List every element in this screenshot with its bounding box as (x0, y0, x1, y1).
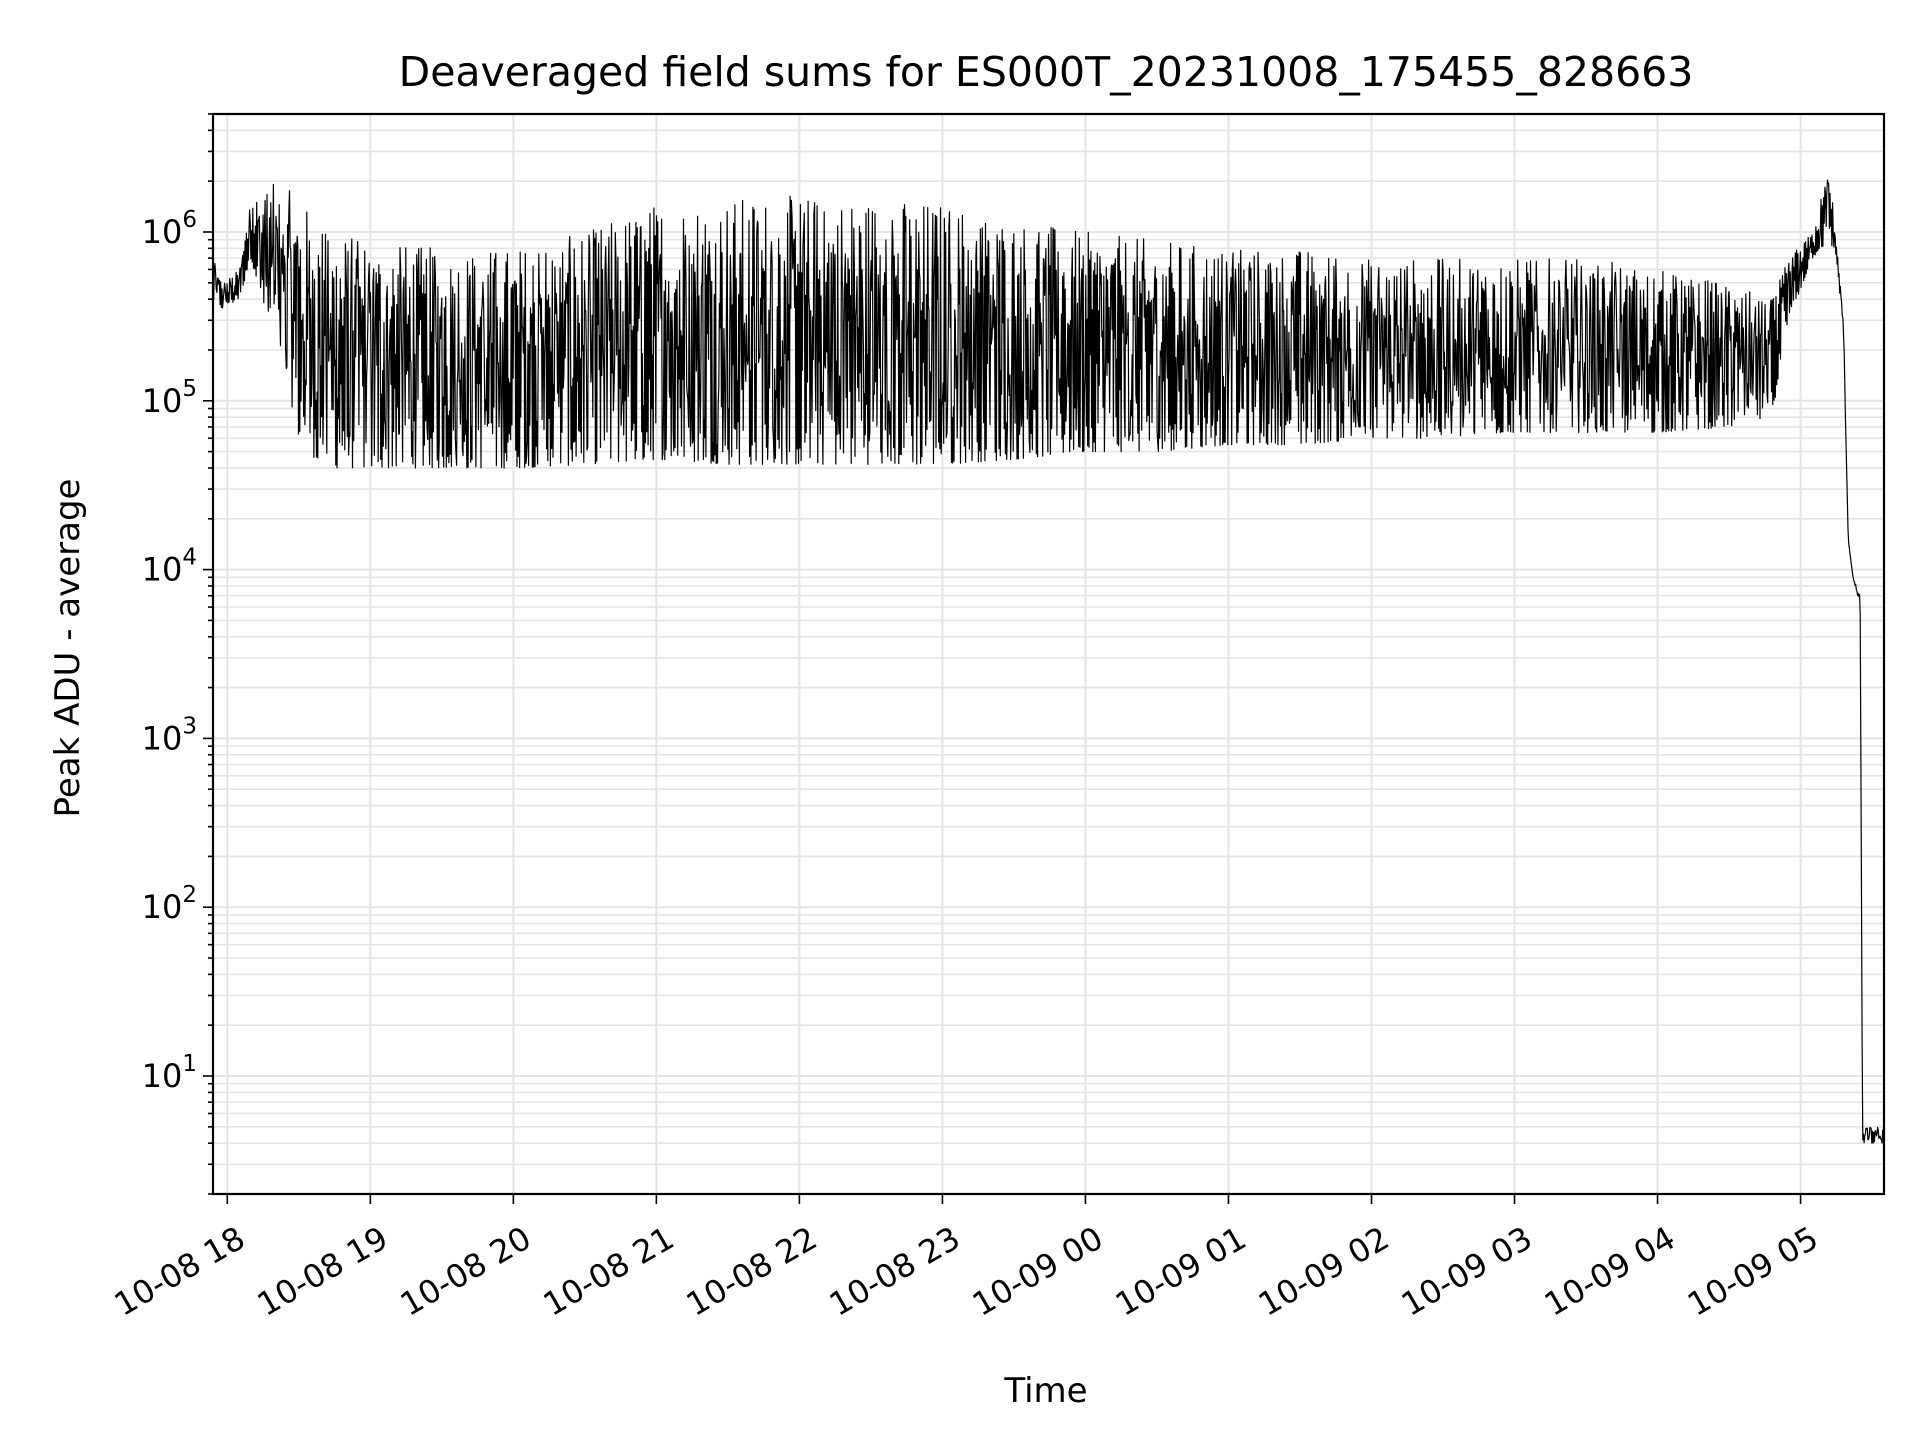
y-tick-label: 105 (142, 376, 197, 420)
chart-title: Deaveraged field sums for ES000T_2023100… (399, 48, 1694, 96)
y-tick-label: 103 (142, 713, 197, 757)
y-tick-base: 10 (142, 382, 183, 420)
y-tick-exponent: 2 (182, 882, 197, 908)
plot-frame (211, 112, 1886, 1196)
series-layer (212, 179, 1885, 1144)
y-tick-base: 10 (142, 213, 183, 251)
y-tick-label: 102 (142, 882, 197, 926)
y-axis-label: Peak ADU - average (48, 479, 88, 818)
series-line-0 (212, 179, 1885, 1144)
y-tick-exponent: 4 (182, 545, 197, 571)
y-tick-base: 10 (142, 551, 183, 589)
y-tick-base: 10 (142, 1057, 183, 1095)
y-tick-exponent: 1 (182, 1051, 197, 1077)
y-tick-label: 106 (142, 207, 197, 251)
y-tick-label: 101 (142, 1051, 197, 1095)
y-tick-exponent: 5 (182, 376, 197, 402)
y-tick-label: 104 (142, 545, 197, 589)
x-axis-label: Time (1003, 1371, 1087, 1411)
y-tick-exponent: 6 (182, 207, 197, 233)
y-tick-base: 10 (142, 719, 183, 757)
y-tick-base: 10 (142, 888, 183, 926)
y-tick-exponent: 3 (182, 713, 197, 739)
plot-area (211, 112, 1886, 1196)
